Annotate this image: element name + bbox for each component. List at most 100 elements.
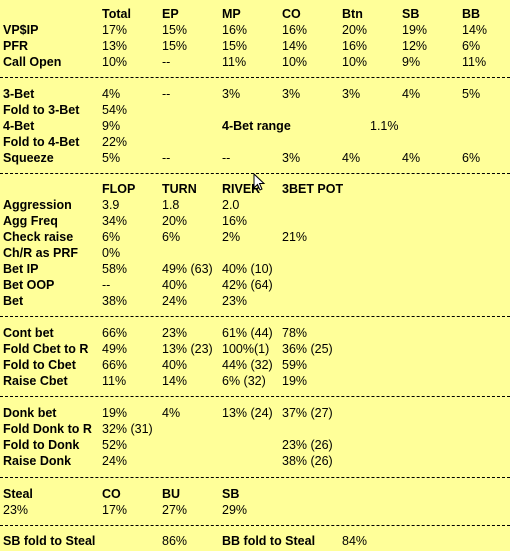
- stat-value: --: [162, 151, 171, 165]
- stat-row-fold-to-3bet: Fold to 3-Bet 54%: [0, 102, 510, 118]
- stat-value: 1.8: [162, 198, 180, 212]
- stat-row-fold-to-donk: Fold to Donk 52% 23% (26): [0, 437, 510, 453]
- stat-value: 66%: [102, 358, 128, 372]
- stat-label: Call Open: [3, 55, 62, 69]
- stat-label: Bet OOP: [3, 278, 55, 292]
- stat-value: 19%: [402, 23, 428, 37]
- stat-value: 27%: [162, 503, 188, 517]
- stat-label: Fold to 4-Bet: [3, 135, 80, 149]
- sb-fold-to-steal-value: 86%: [162, 534, 188, 548]
- col-3bet-pot: 3BET POT: [282, 182, 344, 196]
- stat-row-4bet: 4-Bet 9% 4-Bet range 1.1%: [0, 118, 510, 134]
- stat-value: 13% (23): [162, 342, 213, 356]
- stat-label: Check raise: [3, 230, 74, 244]
- stat-label: Squeeze: [3, 151, 54, 165]
- stat-value: 66%: [102, 326, 128, 340]
- stat-value: 15%: [162, 23, 188, 37]
- stat-label: Fold Donk to R: [3, 422, 92, 436]
- stat-value: 2%: [222, 230, 241, 244]
- stat-value: 4%: [402, 87, 421, 101]
- stat-value: 100%(1): [222, 342, 270, 356]
- col-flop: FLOP: [102, 182, 136, 196]
- stat-value: 36% (25): [282, 342, 333, 356]
- section-divider: [0, 77, 510, 78]
- stat-value: 61% (44): [222, 326, 273, 340]
- stat-value: 12%: [402, 39, 428, 53]
- stat-label: Bet IP: [3, 262, 39, 276]
- stat-label: Fold to Donk: [3, 438, 80, 452]
- stat-value: 6%: [462, 151, 481, 165]
- stat-row-cont-bet: Cont bet 66% 23% 61% (44) 78%: [0, 325, 510, 341]
- stat-value: 23% (26): [282, 438, 333, 452]
- stat-label: Ch/R as PRF: [3, 246, 79, 260]
- steal-defense-row: SB fold to Steal 86% BB fold to Steal 84…: [0, 533, 510, 549]
- section-divider: [0, 525, 510, 526]
- stat-value: 10%: [342, 55, 368, 69]
- positions-header-row: Total EP MP CO Btn SB BB: [0, 6, 510, 22]
- stat-value: --: [222, 151, 231, 165]
- col-sb: SB: [222, 487, 240, 501]
- stat-value: 11%: [222, 55, 247, 69]
- stat-row-raise-donk: Raise Donk 24% 38% (26): [0, 453, 510, 469]
- stat-value: 49%: [102, 342, 128, 356]
- sb-fold-to-steal-label: SB fold to Steal: [3, 534, 96, 548]
- stat-value: 78%: [282, 326, 308, 340]
- stat-label: Bet: [3, 294, 24, 308]
- stat-value: 15%: [222, 39, 248, 53]
- section-divider: [0, 477, 510, 478]
- stat-value: 17%: [102, 23, 128, 37]
- col-bb: BB: [462, 7, 481, 21]
- stat-value: 10%: [102, 55, 128, 69]
- stat-value: 19%: [282, 374, 308, 388]
- stat-value: 3%: [282, 151, 301, 165]
- stat-value: 38% (26): [282, 454, 333, 468]
- col-river: RIVER: [222, 182, 261, 196]
- stat-value: 22%: [102, 135, 128, 149]
- stat-row-chr-as-prf: Ch/R as PRF 0%: [0, 245, 510, 261]
- stat-value: 32% (31): [102, 422, 153, 436]
- stat-value: 52%: [102, 438, 128, 452]
- stat-value: 44% (32): [222, 358, 273, 372]
- stat-value: --: [162, 55, 171, 69]
- stat-value: 13% (24): [222, 406, 273, 420]
- stat-value: 24%: [102, 454, 128, 468]
- stat-value: 3%: [282, 87, 301, 101]
- stat-value: 24%: [162, 294, 188, 308]
- stat-label: Fold Cbet to R: [3, 342, 89, 356]
- stat-value: 5%: [102, 151, 121, 165]
- stat-row-fold-cbet-to-r: Fold Cbet to R 49% 13% (23) 100%(1) 36% …: [0, 341, 510, 357]
- stat-label: PFR: [3, 39, 28, 53]
- stat-value: 34%: [102, 214, 128, 228]
- stat-value: 21%: [282, 230, 308, 244]
- bb-fold-to-steal-value: 84%: [342, 534, 368, 548]
- stat-value: 4%: [102, 87, 121, 101]
- section-divider: [0, 396, 510, 397]
- mouse-pointer-icon: [253, 173, 266, 191]
- stat-value: 19%: [102, 406, 128, 420]
- stat-value: 11%: [102, 374, 127, 388]
- stat-value: 59%: [282, 358, 308, 372]
- stat-label: VP$IP: [3, 23, 39, 37]
- stat-value: --: [102, 278, 111, 292]
- stat-value: 40%: [162, 278, 188, 292]
- stat-value: 4%: [342, 151, 361, 165]
- col-co: CO: [102, 487, 121, 501]
- stat-row-agg-freq: Agg Freq 34% 20% 16%: [0, 213, 510, 229]
- stat-value: 4%: [402, 151, 421, 165]
- stat-value: 13%: [102, 39, 128, 53]
- stat-value: 2.0: [222, 198, 240, 212]
- stat-row-call-open: Call Open 10% -- 11% 10% 10% 9% 11%: [0, 54, 510, 70]
- stat-value: 9%: [402, 55, 421, 69]
- 4bet-range-label: 4-Bet range: [222, 119, 291, 133]
- stat-row-bet-oop: Bet OOP -- 40% 42% (64): [0, 277, 510, 293]
- col-ep: EP: [162, 7, 179, 21]
- stat-row-squeeze: Squeeze 5% -- -- 3% 4% 4% 6%: [0, 150, 510, 166]
- stat-value: 9%: [102, 119, 121, 133]
- stat-value: 3%: [222, 87, 241, 101]
- stat-value: 54%: [102, 103, 128, 117]
- 4bet-range-value: 1.1%: [370, 119, 399, 133]
- postflop-header-row: FLOP TURN RIVER 3BET POT: [0, 181, 510, 197]
- stat-value: 16%: [222, 23, 248, 37]
- col-bu: BU: [162, 487, 181, 501]
